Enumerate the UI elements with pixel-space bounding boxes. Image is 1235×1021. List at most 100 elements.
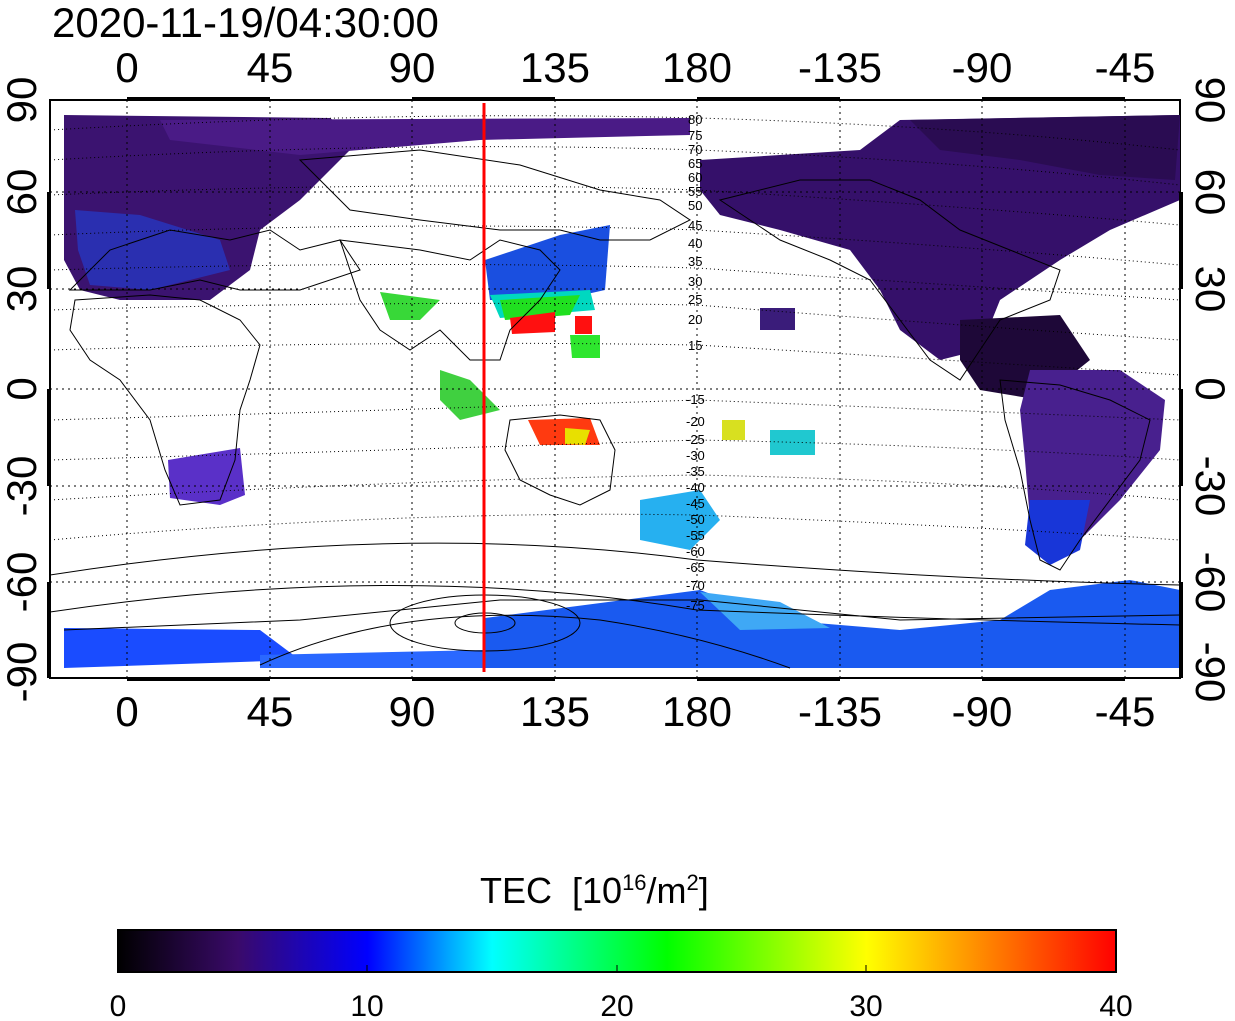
contour-label: -70 (686, 578, 705, 593)
contour-label: -45 (686, 496, 705, 511)
contour-label: -75 (686, 598, 705, 613)
tec-patch-antarctic-band (64, 628, 300, 668)
timestamp-title: 2020-11-19/04:30:00 (52, 0, 439, 46)
lon-tick-label: 45 (247, 44, 294, 91)
lon-tick-label: 0 (115, 44, 138, 91)
lat-tick-label: -90 (0, 642, 45, 703)
colorbar-tick-label: 10 (350, 990, 383, 1021)
colorbar-unit-exponent: 16 (622, 870, 647, 895)
lat-tick-label: 90 (1187, 77, 1234, 124)
tec-patch-pacific-yellow (722, 420, 745, 440)
contour-labels-south: -15 -20 -25 -30 -35 -40 -45 -50 -55 -60 … (686, 392, 705, 613)
contour-label: 70 (688, 142, 702, 157)
contour-label: -55 (686, 528, 705, 543)
tec-patch-east-asia-green (500, 295, 580, 320)
lon-ticks-bottom: 0 45 90 135 180 -135 -90 -45 (115, 688, 1155, 735)
tec-patch-south-africa (168, 448, 245, 505)
contour-label: 40 (688, 236, 702, 251)
tec-patch-north-america (700, 115, 1180, 360)
lon-ticks-top: 0 45 90 135 180 -135 -90 -45 (115, 44, 1155, 91)
tec-patch-australia-yellow (565, 428, 590, 445)
contour-label: -60 (686, 544, 705, 559)
colorbar-label: TEC (480, 870, 552, 911)
lon-tick-label: 0 (115, 688, 138, 735)
lat-tick-label: 60 (0, 169, 45, 216)
tec-patch-red-north (510, 312, 555, 334)
contour-label: 30 (688, 274, 702, 289)
lon-tick-label: 180 (662, 44, 732, 91)
lat-tick-label: -60 (1187, 552, 1234, 613)
tec-patch-pacific-small-2 (770, 430, 815, 455)
lon-tick-label: -135 (798, 688, 882, 735)
contour-label: 15 (688, 338, 702, 353)
contour-label: -65 (686, 560, 705, 575)
tec-data-layer (64, 115, 1180, 668)
lat-tick-label: -30 (1187, 456, 1234, 517)
tec-patch-east-asia-blue (485, 225, 610, 300)
contour-label: -30 (686, 448, 705, 463)
contour-label: 55 (688, 184, 702, 199)
colorbar-unit-exponent2: 2 (686, 870, 699, 895)
magnetic-contours (50, 115, 1180, 669)
contour-label: 20 (688, 312, 702, 327)
tec-patch-south-pacific (640, 490, 720, 550)
lon-tick-label: -135 (798, 44, 882, 91)
lon-tick-label: -45 (1095, 44, 1156, 91)
contour-label: 50 (688, 198, 702, 213)
tec-patch-siberia (160, 118, 690, 155)
contour-label: -50 (686, 512, 705, 527)
frame-ticks (47, 97, 1183, 681)
tec-patch-green-pacific (570, 335, 600, 358)
lon-tick-label: -90 (952, 44, 1013, 91)
contour-label: -20 (686, 414, 705, 429)
tec-patch-red-pacific (575, 316, 592, 334)
contour-label: 75 (688, 128, 702, 143)
lon-tick-label: -90 (952, 688, 1013, 735)
tec-patch-antarctic-light (700, 592, 830, 630)
tec-patch-greenland (910, 115, 1180, 180)
tec-patch-india (380, 292, 440, 320)
lat-ticks-left: 90 60 30 0 -30 -60 -90 (0, 77, 45, 703)
lat-tick-label: 0 (1187, 377, 1234, 400)
colorbar-unit-mid: /m (646, 870, 687, 911)
contour-label: 25 (688, 292, 702, 307)
lat-tick-label: 60 (1187, 169, 1234, 216)
colorbar-tick-label: 20 (600, 990, 633, 1021)
contour-label: -35 (686, 464, 705, 479)
tec-patch-antarctic-arc (260, 650, 485, 668)
contour-label: 80 (688, 112, 702, 127)
colorbar-tick-label: 0 (110, 990, 127, 1021)
colorbar-title: TEC [1016/m2] (480, 870, 709, 912)
lat-tick-label: -30 (0, 456, 45, 517)
lon-tick-label: 45 (247, 688, 294, 735)
lon-tick-label: 180 (662, 688, 732, 735)
colorbar: 0 10 20 30 40 (110, 929, 1133, 1021)
colorbar-tick-label: 40 (1099, 990, 1132, 1021)
contour-label: 35 (688, 254, 702, 269)
tec-patch-pacific-small-1 (760, 308, 795, 330)
coastlines (63, 149, 1180, 631)
colorbar-tick-label: 30 (849, 990, 882, 1021)
tec-patch-europe-blue (75, 210, 230, 290)
contour-label: -15 (686, 392, 705, 407)
lat-tick-label: 30 (0, 266, 45, 313)
contour-labels-north: 80 75 70 65 60 55 50 45 40 35 30 25 20 1… (688, 112, 702, 353)
contour-label: -40 (686, 480, 705, 495)
colorbar-unit-suffix: ] (698, 870, 709, 911)
lat-tick-label: -60 (0, 552, 45, 613)
tec-patch-antarctic-east (485, 580, 1180, 668)
lon-tick-label: 90 (389, 44, 436, 91)
lon-tick-label: -45 (1095, 688, 1156, 735)
contour-label: 65 (688, 156, 702, 171)
lat-tick-label: 0 (0, 377, 45, 400)
lon-tick-label: 90 (389, 688, 436, 735)
lat-tick-label: 30 (1187, 266, 1234, 313)
contour-label: 45 (688, 218, 702, 233)
contour-label: 60 (688, 170, 702, 185)
lon-tick-label: 135 (520, 688, 590, 735)
lat-tick-label: 90 (0, 77, 45, 124)
lat-tick-label: -90 (1187, 642, 1234, 703)
colorbar-unit-prefix: [10 (572, 870, 623, 911)
lon-tick-label: 135 (520, 44, 590, 91)
